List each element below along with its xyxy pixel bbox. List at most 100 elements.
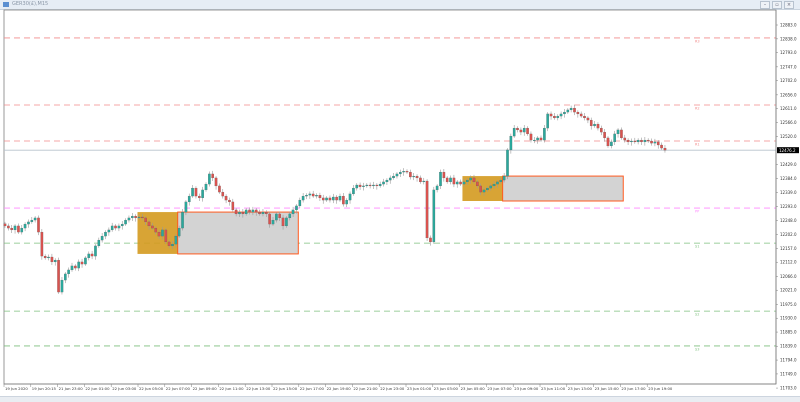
price-axis-label: 11749.0 — [780, 371, 797, 376]
bear-candle — [90, 253, 94, 257]
bull-candle — [33, 217, 37, 221]
bull-candle — [27, 221, 30, 225]
level-label-r1: R1 — [695, 143, 700, 147]
price-axis-label: 12702.0 — [780, 78, 797, 83]
bull-candle — [502, 175, 506, 181]
bear-candle — [405, 171, 409, 173]
bull-candle — [563, 111, 566, 115]
bull-candle — [432, 189, 436, 243]
bear-candle — [519, 129, 523, 133]
bear-candle — [3, 223, 7, 227]
bull-candle — [348, 193, 352, 201]
bear-candle — [228, 199, 231, 203]
maximize-button[interactable]: ▫ — [772, 1, 782, 9]
bull-candle — [616, 129, 620, 135]
bull-candle — [546, 113, 550, 129]
bull-candle — [385, 179, 389, 183]
price-axis-label: 12747.0 — [780, 64, 797, 69]
bull-candle — [298, 199, 302, 207]
price-axis-label: 11839.0 — [780, 344, 797, 349]
bear-candle — [650, 140, 653, 144]
price-axis-label: 12611.0 — [780, 106, 797, 111]
price-axis-label: 11885.0 — [780, 330, 797, 335]
price-axis-label: 12429.0 — [780, 162, 797, 167]
bear-candle — [154, 227, 158, 233]
bull-candle — [556, 115, 560, 119]
time-axis-label: 22 Jun 05:00 — [139, 386, 164, 391]
bull-candle — [486, 187, 489, 191]
bear-candle — [620, 129, 623, 139]
bull-candle — [422, 180, 426, 183]
bear-candle — [553, 115, 556, 119]
bull-candle — [104, 231, 107, 237]
bear-candle — [258, 211, 261, 215]
bull-candle — [566, 109, 570, 113]
demand-zone — [137, 212, 178, 254]
price-axis-label: 12339.0 — [780, 190, 797, 195]
time-axis-label: 23 Jun 11:00 — [541, 386, 566, 391]
time-axis-label: 23 Jun 05:00 — [461, 386, 486, 391]
price-axis-label: 12656.0 — [780, 92, 797, 97]
bear-candle — [17, 225, 20, 233]
bull-candle — [506, 149, 509, 177]
bear-candle — [241, 211, 245, 215]
bull-candle — [204, 183, 208, 191]
bear-candle — [328, 197, 332, 201]
price-axis-label: 12066.0 — [780, 274, 797, 279]
bull-candle — [338, 195, 342, 201]
bull-candle — [87, 253, 91, 259]
bull-candle — [13, 225, 17, 231]
price-axis-label: 11930.0 — [780, 316, 797, 321]
close-button[interactable]: × — [784, 1, 794, 9]
time-axis-label: 23 Jun 09:00 — [514, 386, 539, 391]
bull-candle — [97, 239, 101, 247]
bear-candle — [573, 107, 576, 113]
bear-candle — [586, 117, 590, 121]
time-axis-label: 19 Jun 20:15 — [32, 386, 57, 391]
level-label-r2: R2 — [695, 107, 700, 111]
bull-candle — [636, 139, 640, 143]
bear-candle — [368, 184, 372, 187]
bull-candle — [110, 225, 114, 231]
bull-candle — [53, 259, 57, 263]
bull-candle — [382, 181, 385, 185]
bear-candle — [10, 227, 14, 231]
price-axis-label: 11975.0 — [780, 302, 797, 307]
time-axis-label: 23 Jun 01:00 — [407, 386, 432, 391]
price-axis-label: 12883.0 — [780, 23, 797, 28]
bear-candle — [164, 229, 168, 243]
bear-candle — [50, 256, 54, 263]
bear-candle — [472, 177, 476, 183]
bear-candle — [278, 213, 282, 219]
minimize-button[interactable]: – — [760, 1, 770, 9]
bull-candle — [455, 181, 459, 185]
bear-candle — [516, 127, 519, 131]
bull-candle — [543, 127, 546, 141]
bull-candle — [124, 219, 127, 225]
bull-candle — [174, 235, 178, 245]
bull-candle — [536, 137, 539, 141]
bear-candle — [167, 241, 171, 247]
bull-candle — [120, 223, 124, 227]
price-axis-label: 12248.0 — [780, 218, 797, 223]
bull-candle — [355, 184, 359, 189]
bull-candle — [67, 269, 70, 275]
bear-candle — [626, 139, 630, 143]
bull-candle — [137, 216, 141, 219]
bear-candle — [194, 187, 198, 197]
time-axis-label: 22 Jun 07:00 — [166, 386, 191, 391]
bear-candle — [281, 217, 285, 227]
price-axis-label: 12112.0 — [780, 260, 797, 265]
bull-candle — [365, 184, 369, 187]
bear-candle — [640, 139, 643, 143]
time-axis-label: 22 Jun 01:00 — [85, 386, 110, 391]
bull-candle — [191, 187, 194, 197]
bull-candle — [499, 179, 503, 183]
bull-candle — [187, 195, 191, 203]
bear-candle — [459, 181, 462, 185]
bear-candle — [80, 261, 84, 265]
bear-candle — [134, 215, 137, 219]
level-label-s1: S1 — [695, 245, 699, 249]
bull-candle — [107, 229, 111, 233]
